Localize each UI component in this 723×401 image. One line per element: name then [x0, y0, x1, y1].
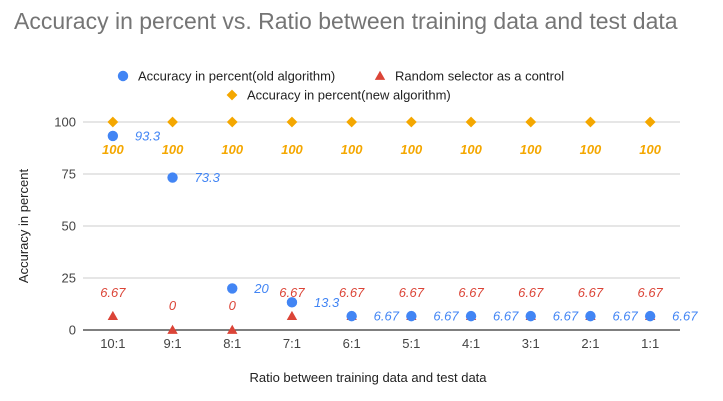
- legend-marker-old-algorithm: [117, 70, 129, 82]
- x-tick-label: 8:1: [223, 336, 241, 351]
- chart-title: Accuracy in percent vs. Ratio between tr…: [14, 8, 678, 34]
- new-algorithm-point: [465, 116, 477, 128]
- x-tick-label: 7:1: [283, 336, 301, 351]
- new-algorithm-point: [226, 116, 238, 128]
- new-algorithm-data-label: 100: [341, 142, 363, 157]
- x-tick-label: 5:1: [402, 336, 420, 351]
- x-tick-label: 10:1: [100, 336, 125, 351]
- new-algorithm-point: [346, 116, 358, 128]
- old-algorithm-data-label: 13.3: [314, 295, 340, 310]
- old-algorithm-data-label: 6.67: [612, 309, 638, 324]
- old-algorithm-point: [465, 310, 477, 322]
- old-algorithm-data-label: 93.3: [135, 128, 161, 143]
- old-algorithm-data-label: 6.67: [672, 309, 698, 324]
- new-algorithm-data-label: 100: [102, 142, 124, 157]
- y-tick-label: 100: [54, 115, 76, 130]
- old-algorithm-point: [406, 310, 417, 322]
- new-algorithm-data-label: 100: [639, 142, 661, 157]
- old-algorithm-data-label: 73.3: [195, 170, 221, 185]
- old-algorithm-point: [525, 310, 536, 322]
- random-selector-data-label: 6.67: [637, 285, 663, 300]
- new-algorithm-data-label: 100: [281, 142, 303, 157]
- new-algorithm-point: [525, 116, 537, 128]
- random-selector-data-label: 6.67: [578, 285, 604, 300]
- old-algorithm-point: [167, 172, 178, 183]
- legend-marker-random-selector: [374, 70, 386, 80]
- y-tick-label: 0: [69, 323, 76, 338]
- old-algorithm-data-label: 6.67: [433, 309, 459, 324]
- random-selector-data-label: 6.67: [399, 285, 425, 300]
- legend-marker-new-algorithm: [226, 89, 238, 101]
- x-tick-label: 1:1: [641, 336, 659, 351]
- new-algorithm-point: [585, 116, 596, 128]
- new-algorithm-point: [167, 116, 178, 128]
- new-algorithm-data-label: 100: [460, 142, 482, 157]
- random-selector-point: [167, 324, 178, 334]
- random-selector-data-label: 6.67: [458, 285, 484, 300]
- y-tick-label: 50: [62, 219, 76, 234]
- old-algorithm-point: [585, 310, 596, 322]
- old-algorithm-point: [286, 297, 298, 308]
- x-axis-title: Ratio between training data and test dat…: [249, 370, 487, 385]
- random-selector-point: [227, 324, 238, 334]
- new-algorithm-data-label: 100: [520, 142, 542, 157]
- random-selector-point: [107, 310, 119, 321]
- x-tick-label: 2:1: [581, 336, 599, 351]
- random-selector-data-label: 6.67: [100, 285, 126, 300]
- random-selector-data-label: 6.67: [518, 285, 544, 300]
- x-tick-label: 9:1: [164, 336, 182, 351]
- y-axis-title: Accuracy in percent: [16, 169, 31, 284]
- legend-label-random-selector: Random selector as a control: [395, 69, 564, 84]
- new-algorithm-point: [644, 116, 656, 128]
- old-algorithm-point: [227, 283, 238, 294]
- random-selector-data-label: 0: [229, 298, 237, 313]
- random-selector-point: [286, 310, 298, 321]
- new-algorithm-data-label: 100: [580, 142, 602, 157]
- new-algorithm-data-label: 100: [221, 142, 243, 157]
- x-tick-label: 4:1: [462, 336, 480, 351]
- old-algorithm-data-label: 20: [253, 281, 269, 296]
- old-algorithm-point: [107, 130, 119, 142]
- new-algorithm-data-label: 100: [162, 142, 184, 157]
- random-selector-data-label: 6.67: [339, 285, 365, 300]
- y-tick-label: 75: [62, 167, 76, 182]
- old-algorithm-point: [346, 310, 357, 322]
- random-selector-data-label: 0: [169, 298, 177, 313]
- new-algorithm-point: [107, 116, 119, 128]
- legend-label-new-algorithm: Accuracy in percent(new algorithm): [247, 88, 451, 103]
- new-algorithm-point: [405, 116, 417, 128]
- new-algorithm-data-label: 100: [400, 142, 422, 157]
- old-algorithm-data-label: 6.67: [374, 309, 400, 324]
- y-tick-label: 25: [62, 271, 76, 286]
- new-algorithm-point: [286, 116, 298, 128]
- x-tick-label: 3:1: [522, 336, 540, 351]
- random-selector-data-label: 6.67: [279, 285, 305, 300]
- legend-label-old-algorithm: Accuracy in percent(old algorithm): [138, 69, 335, 84]
- old-algorithm-data-label: 6.67: [493, 309, 519, 324]
- old-algorithm-data-label: 6.67: [553, 309, 579, 324]
- old-algorithm-point: [644, 310, 656, 322]
- x-tick-label: 6:1: [343, 336, 361, 351]
